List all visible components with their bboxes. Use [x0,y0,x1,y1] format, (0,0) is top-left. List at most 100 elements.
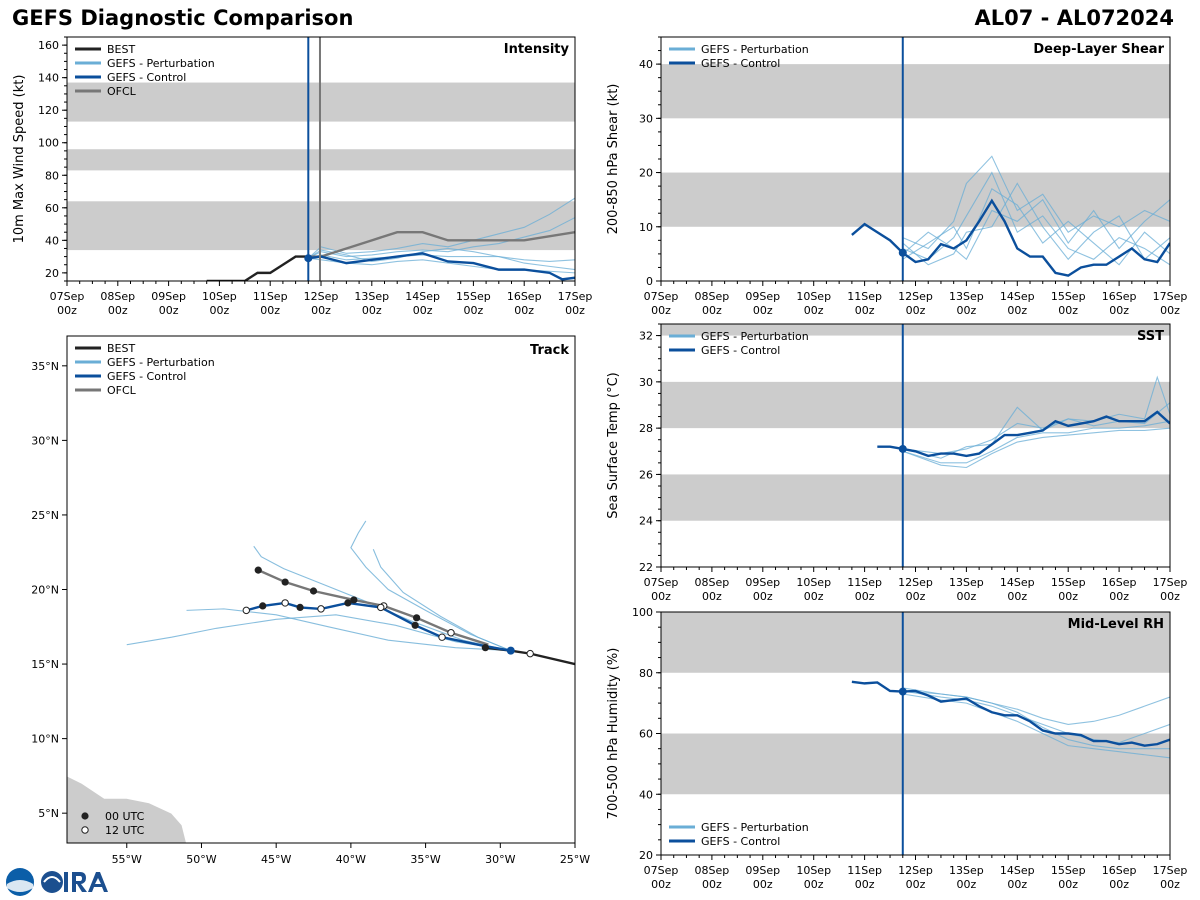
sst-xtick-label: 00z [651,590,671,603]
sst-xtick-label: 00z [1007,590,1027,603]
intensity-xtick-label: 00z [108,304,128,317]
shear-ytick-label: 40 [639,58,653,71]
rh-xtick-label: 07Sep [644,864,679,877]
sst-legend-label: GEFS - Perturbation [701,330,809,343]
shear-xtick-label: 16Sep [1102,290,1137,303]
sst-xtick-label: 00z [753,590,773,603]
rh-xtick-label: 17Sep [1153,864,1188,877]
track-marker-12utc [447,629,455,637]
intensity-xtick-label: 17Sep [558,290,593,303]
track-legend-label: GEFS - Perturbation [107,356,215,369]
shear-title: Deep-Layer Shear [1033,42,1164,57]
intensity-xtick-label: 14Sep [405,290,440,303]
sst-xtick-label: 00z [702,590,722,603]
rh-legend-label: GEFS - Perturbation [701,821,809,834]
track-xtick-label: 55°W [112,853,142,866]
track-series-gefs-perturbation [350,520,511,652]
intensity-xtick-label: 00z [413,304,433,317]
rh-xtick-label: 00z [702,878,722,891]
rh-xtick-label: 14Sep [1000,864,1035,877]
sst-xtick-label: 07Sep [644,576,679,589]
track-ytick-label: 30°N [31,434,59,447]
intensity-series-gefs-perturbation [308,247,575,271]
track-marker-00utc [309,587,318,595]
sst-ytick-label: 30 [639,376,653,389]
rh-xtick-label: 00z [1007,878,1027,891]
track-series-gefs-perturbation [253,545,511,652]
track-marker-00utc [259,602,267,610]
rh-shade-band [661,733,1170,795]
intensity-xtick-label: 00z [464,304,484,317]
shear-shade-band [661,172,1170,227]
shear-xtick-label: 00z [1007,304,1027,317]
track-marker-00utc [481,644,489,652]
sst-title: SST [1137,329,1164,344]
shear-xtick-label: 14Sep [1000,290,1035,303]
shear-ytick-label: 0 [646,275,653,288]
intensity-xtick-label: 00z [311,304,331,317]
track-marker-00utc [411,621,419,629]
sst-ylabel: Sea Surface Temp (°C) [606,372,621,519]
intensity-xtick-label: 15Sep [456,290,491,303]
storm-id: AL07 - AL072024 [974,6,1175,30]
intensity-xtick-label: 00z [514,304,534,317]
shear-legend-label: GEFS - Perturbation [701,43,809,56]
shear-ytick-label: 30 [639,112,653,125]
sst-series-gefs-perturbation [902,427,1170,469]
shear-series-gefs-perturbation [902,182,1170,266]
track-marker-12utc [438,633,446,641]
track-marker-legend-label: 12 UTC [105,824,145,837]
intensity-panel: 2040608010012014016007Sep00z08Sep00z09Se… [12,36,593,317]
shear-xtick-label: 00z [804,304,824,317]
rh-xtick-label: 00z [804,878,824,891]
shear-xtick-label: 15Sep [1051,290,1086,303]
shear-current-point [898,248,907,257]
sst-series-gefs-control [877,410,1170,458]
shear-xtick-label: 17Sep [1153,290,1188,303]
track-ytick-label: 10°N [31,733,59,746]
rh-ylabel: 700-500 hPa Humidity (%) [606,648,621,820]
shear-ylabel: 200-850 hPa Shear (kt) [606,84,621,235]
sst-xtick-label: 16Sep [1102,576,1137,589]
page-title: GEFS Diagnostic Comparison [12,6,354,30]
sst-xtick-label: 00z [957,590,977,603]
rh-panel: 2040608010007Sep00z08Sep00z09Sep00z10Sep… [606,606,1187,891]
sst-shade-band [661,474,1170,521]
intensity-xtick-label: 07Sep [50,290,85,303]
track-xtick-label: 30°W [485,853,515,866]
rh-series-gefs-perturbation [902,690,1170,725]
track-plot-area [67,520,575,843]
track-marker-12utc [242,606,250,615]
sst-xtick-label: 08Sep [695,576,730,589]
track-current-position [506,646,515,655]
intensity-legend-label: GEFS - Perturbation [107,57,215,70]
intensity-ylabel: 10m Max Wind Speed (kt) [12,75,27,244]
track-series-gefs-perturbation [372,549,511,652]
shear-xtick-label: 00z [1109,304,1129,317]
rh-xtick-label: 00z [1109,878,1129,891]
shear-xtick-label: 00z [1058,304,1078,317]
rh-title: Mid-Level RH [1068,617,1164,632]
intensity-ytick-label: 120 [38,104,59,117]
sst-frame [660,323,1171,568]
rh-xtick-label: 16Sep [1102,864,1137,877]
shear-ytick-label: 10 [639,221,653,234]
shear-xtick-label: 12Sep [898,290,933,303]
rh-xtick-label: 00z [1160,878,1180,891]
rh-xtick-label: 11Sep [847,864,882,877]
rh-xtick-label: 00z [1058,878,1078,891]
rh-xtick-label: 00z [651,878,671,891]
intensity-ytick-label: 20 [45,267,59,280]
intensity-series-gefs-perturbation [308,254,575,263]
rh-shade-band [661,612,1170,673]
track-marker-00utc [254,566,262,574]
sst-xtick-label: 00z [906,590,926,603]
rh-xtick-label: 10Sep [796,864,831,877]
intensity-xtick-label: 09Sep [151,290,186,303]
sst-ytick-label: 32 [639,330,653,343]
cira-globe-icon [41,871,63,893]
intensity-xtick-label: 13Sep [354,290,389,303]
track-series-ofcl [257,569,489,646]
intensity-ytick-label: 160 [38,39,59,52]
sst-xtick-label: 14Sep [1000,576,1035,589]
